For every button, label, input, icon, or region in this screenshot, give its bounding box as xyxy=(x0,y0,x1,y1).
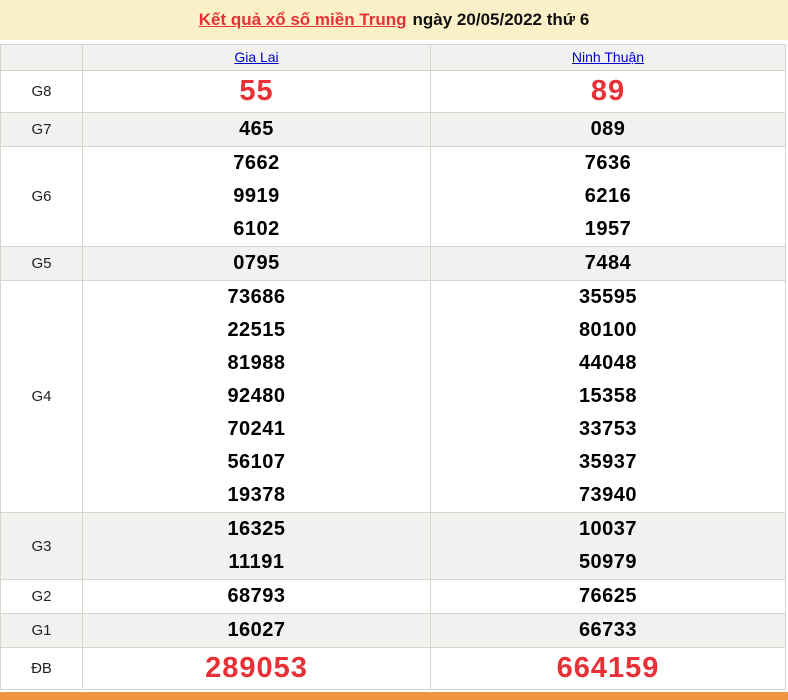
prize-number: 0795 xyxy=(233,252,280,274)
prize-values-gia-lai: 55 xyxy=(82,70,431,113)
prize-label: G6 xyxy=(0,146,83,247)
prize-values-gia-lai: 465 xyxy=(82,112,431,147)
prize-number: 289053 xyxy=(205,652,308,684)
prize-label: G2 xyxy=(0,579,83,614)
results-table: Gia Lai Ninh Thuận G8 55 89 G7 465 089 G6 7662 9… xyxy=(0,44,786,690)
prize-number: 16027 xyxy=(227,619,286,641)
prize-label: ĐB xyxy=(0,647,83,690)
table-row: G8 55 89 xyxy=(0,70,786,113)
column-header-ninh-thuan[interactable]: Ninh Thuận xyxy=(430,44,786,71)
prize-values-ninh-thuan: 66733 xyxy=(430,613,786,648)
prize-number: 80100 xyxy=(578,319,638,341)
prize-number: 81988 xyxy=(227,352,286,374)
table-row: ĐB 289053 664159 xyxy=(0,647,786,690)
prize-number: 92480 xyxy=(227,385,286,407)
results-table-body: Gia Lai Ninh Thuận G8 55 89 G7 465 089 G6 7662 9… xyxy=(0,44,786,690)
prize-number: 664159 xyxy=(556,652,660,684)
prize-number: 89 xyxy=(590,75,626,107)
prize-number: 70241 xyxy=(227,418,286,440)
prize-values-gia-lai: 0795 xyxy=(82,246,431,281)
prize-number: 15358 xyxy=(578,385,638,407)
table-row: G2 68793 76625 xyxy=(0,579,786,614)
prize-number: 73940 xyxy=(578,484,638,506)
prize-number: 16325 xyxy=(227,518,286,540)
table-header-row: Gia Lai Ninh Thuận xyxy=(0,44,786,71)
prize-number: 76625 xyxy=(578,585,638,607)
prize-values-gia-lai: 68793 xyxy=(82,579,431,614)
prize-values-ninh-thuan: 089 xyxy=(430,112,786,147)
prize-number: 7484 xyxy=(584,252,632,274)
column-header-gia-lai[interactable]: Gia Lai xyxy=(82,44,431,71)
prize-number: 73686 xyxy=(227,286,286,308)
table-row: G6 7662 9919 6102 7636 6216 1957 xyxy=(0,146,786,247)
province-link-gia-lai[interactable]: Gia Lai xyxy=(234,48,279,65)
prize-label: G5 xyxy=(0,246,83,281)
table-row: G1 16027 66733 xyxy=(0,613,786,648)
prize-number: 6102 xyxy=(233,218,280,240)
table-row: G4 73686 22515 81988 92480 70241 56107 19378 355… xyxy=(0,280,786,513)
prize-values-ninh-thuan: 35595 80100 44048 15358 33753 35937 73940 xyxy=(430,280,786,513)
prize-values-ninh-thuan: 664159 xyxy=(430,647,786,690)
province-link-ninh-thuan[interactable]: Ninh Thuận xyxy=(571,48,645,65)
prize-number: 10037 xyxy=(578,518,638,540)
table-row: G3 16325 11191 10037 50979 xyxy=(0,512,786,580)
prize-values-gia-lai: 7662 9919 6102 xyxy=(82,146,431,247)
prize-label: G4 xyxy=(0,280,83,513)
prize-values-gia-lai: 16027 xyxy=(82,613,431,648)
prize-number: 33753 xyxy=(578,418,638,440)
prize-number: 35595 xyxy=(578,286,638,308)
prize-number: 22515 xyxy=(227,319,286,341)
prize-number: 089 xyxy=(590,118,626,140)
prize-number: 7662 xyxy=(233,152,280,174)
prize-label: G3 xyxy=(0,512,83,580)
prize-values-ninh-thuan: 10037 50979 xyxy=(430,512,786,580)
results-title-link[interactable]: Kết quả xổ số miền Trung xyxy=(198,10,407,29)
prize-number: 9919 xyxy=(233,185,280,207)
corner-cell xyxy=(0,44,83,71)
prize-label: G8 xyxy=(0,70,83,113)
prize-number: 56107 xyxy=(227,451,286,473)
prize-values-ninh-thuan: 89 xyxy=(430,70,786,113)
prize-number: 465 xyxy=(239,118,274,140)
prize-number: 68793 xyxy=(227,585,286,607)
table-row: G5 0795 7484 xyxy=(0,246,786,281)
prize-values-gia-lai: 16325 11191 xyxy=(82,512,431,580)
prize-number: 44048 xyxy=(578,352,638,374)
prize-number: 55 xyxy=(239,75,274,107)
prize-values-gia-lai: 289053 xyxy=(82,647,431,690)
prize-number: 7636 xyxy=(584,152,632,174)
prize-values-ninh-thuan: 76625 xyxy=(430,579,786,614)
prize-label: G1 xyxy=(0,613,83,648)
prize-values-ninh-thuan: 7484 xyxy=(430,246,786,281)
page-title-banner: Kết quả xổ số miền Trung ngày 20/05/2022… xyxy=(0,0,788,40)
prize-number: 1957 xyxy=(584,218,632,240)
prize-values-gia-lai: 73686 22515 81988 92480 70241 56107 19378 xyxy=(82,280,431,513)
prize-number: 50979 xyxy=(578,551,638,573)
prize-number: 35937 xyxy=(578,451,638,473)
bottom-nav-bar[interactable] xyxy=(0,692,788,700)
results-title-date: ngày 20/05/2022 thứ 6 xyxy=(412,10,590,29)
prize-number: 19378 xyxy=(227,484,286,506)
table-row: G7 465 089 xyxy=(0,112,786,147)
prize-label: G7 xyxy=(0,112,83,147)
prize-number: 6216 xyxy=(584,185,632,207)
prize-number: 66733 xyxy=(578,619,638,641)
prize-values-ninh-thuan: 7636 6216 1957 xyxy=(430,146,786,247)
prize-number: 11191 xyxy=(228,551,285,573)
